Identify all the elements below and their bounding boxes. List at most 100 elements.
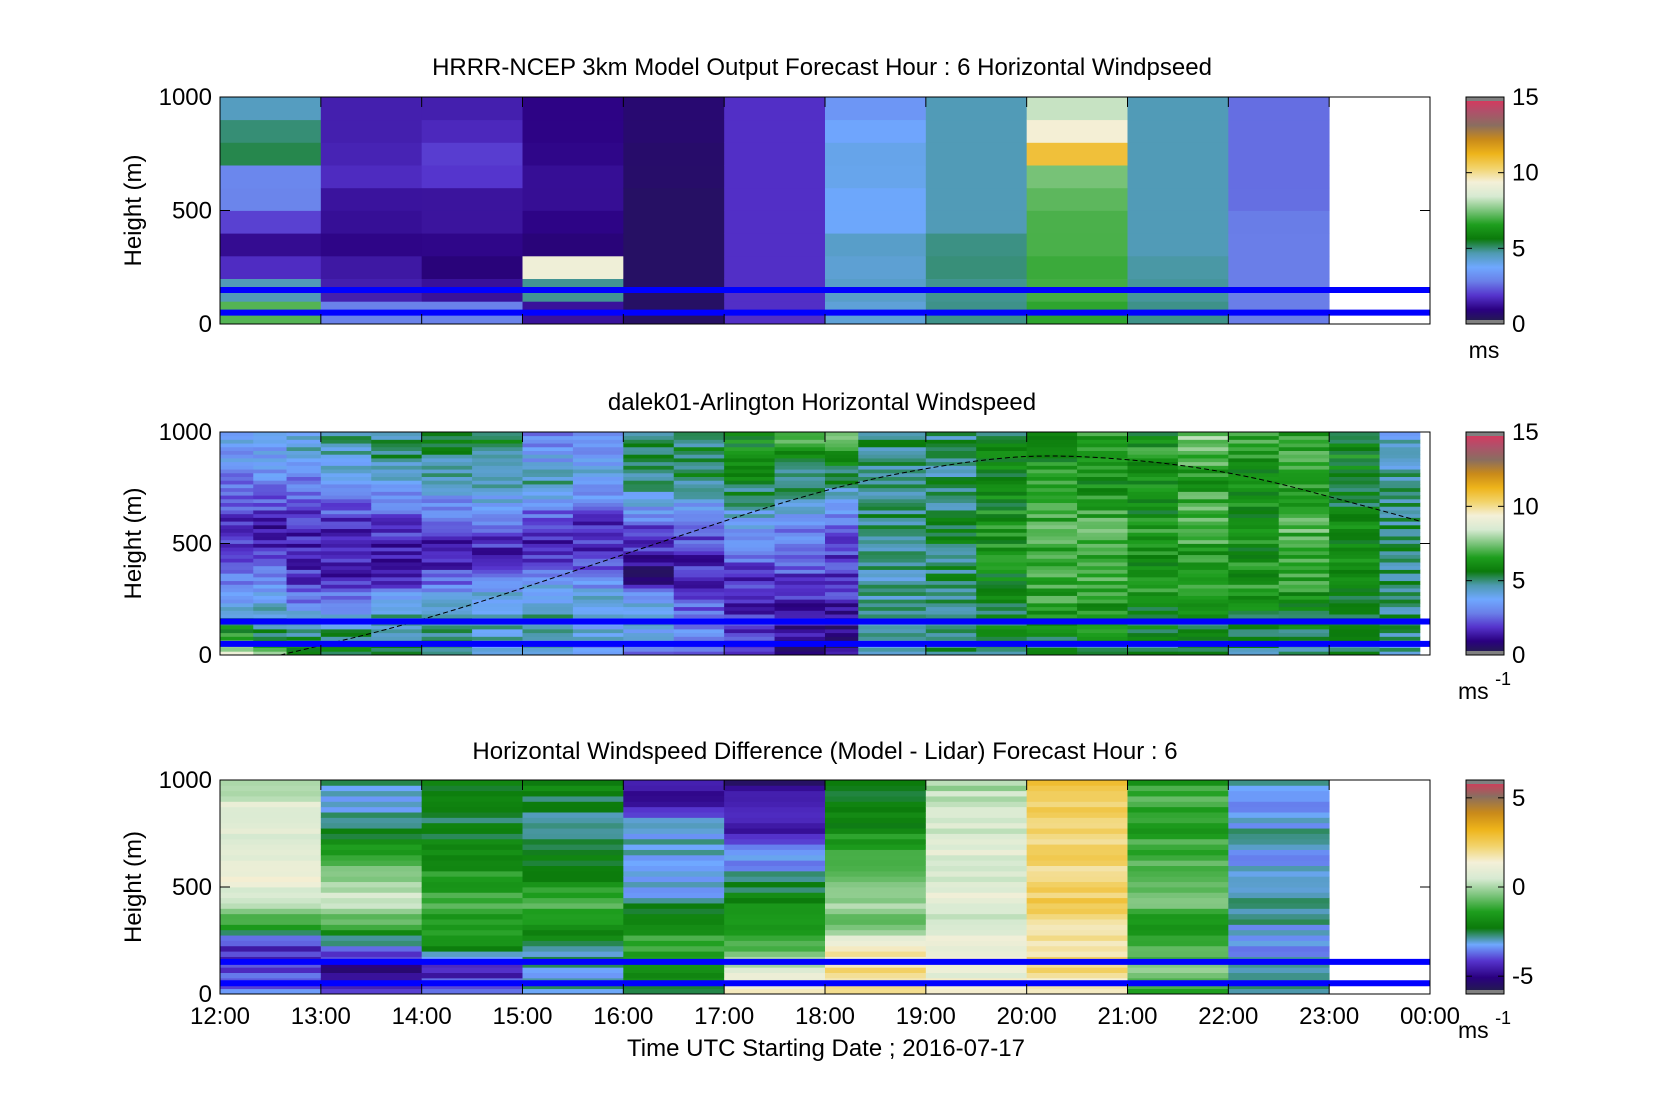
heatmap-cell <box>724 972 826 979</box>
heatmap-cell <box>1228 945 1330 952</box>
heatmap-cell <box>1278 465 1330 470</box>
x-tick-label: 12:00 <box>190 1003 250 1030</box>
heatmap-cell <box>320 465 372 470</box>
heatmap-cell <box>1077 487 1128 492</box>
heatmap-cell <box>1127 908 1229 915</box>
heatmap-cell <box>925 510 977 515</box>
heatmap-column <box>1026 432 1078 655</box>
heatmap-cell <box>925 790 1028 797</box>
heatmap-cell <box>724 833 826 840</box>
heatmap-cell <box>1127 565 1179 570</box>
heatmap-cell <box>623 897 725 904</box>
heatmap-cell <box>1177 435 1229 440</box>
heatmap-cell <box>421 142 523 166</box>
heatmap-cell <box>825 119 927 143</box>
heatmap-cell <box>1228 903 1330 909</box>
heatmap-cell <box>1177 602 1229 608</box>
heatmap-cell <box>421 854 523 861</box>
heatmap-cell <box>472 543 523 548</box>
heatmap-cell <box>673 569 725 574</box>
heatmap-cell <box>1278 573 1330 578</box>
heatmap-cell <box>925 935 1028 941</box>
heatmap-cell <box>220 908 322 915</box>
heatmap-cell <box>925 461 977 466</box>
heatmap-cell <box>724 580 775 585</box>
heatmap-cell <box>220 435 254 440</box>
heatmap-cell <box>1177 588 1229 593</box>
heatmap-cell <box>253 487 287 492</box>
heatmap-cell <box>1379 554 1421 559</box>
heatmap-cell <box>1228 476 1280 481</box>
heatmap-cell <box>976 450 1028 455</box>
heatmap-cell <box>1077 591 1128 596</box>
heatmap-cell <box>925 628 977 634</box>
heatmap-cell <box>825 606 859 611</box>
heatmap-cell <box>1026 510 1078 515</box>
heatmap-cell <box>1177 576 1229 582</box>
heatmap-cell <box>673 465 725 470</box>
heatmap-cell <box>371 524 423 530</box>
heatmap-cell <box>673 558 725 563</box>
heatmap-cell <box>522 913 624 920</box>
heatmap-cell <box>825 849 927 856</box>
heatmap-cell <box>724 897 826 904</box>
heatmap-cell <box>774 569 826 574</box>
heatmap-cell <box>320 233 423 257</box>
heatmap-cell <box>925 602 977 608</box>
heatmap-cell <box>522 790 624 797</box>
heatmap-cell <box>925 480 977 485</box>
heatmap-cell <box>286 476 322 481</box>
heatmap-cell <box>1228 919 1330 925</box>
heatmap-cell <box>1379 614 1421 619</box>
heatmap-cell <box>1379 532 1421 537</box>
heatmap-cell <box>1026 119 1128 143</box>
heatmap-cell <box>1177 547 1229 552</box>
heatmap-cell <box>774 461 826 466</box>
heatmap-cell <box>1228 539 1280 544</box>
colorbar-cap <box>1466 97 1504 101</box>
heatmap-cell <box>1127 812 1229 818</box>
heatmap-cell <box>825 524 859 530</box>
panel-difference-colorbar-units-exp: -1 <box>1495 1008 1511 1028</box>
heatmap-cell <box>1077 562 1128 567</box>
heatmap-cell <box>1127 887 1229 893</box>
heatmap-cell <box>925 513 977 518</box>
heatmap-cell <box>925 822 1028 829</box>
heatmap-cell <box>623 870 725 877</box>
heatmap-cell <box>623 967 725 973</box>
heatmap-cell <box>220 822 322 829</box>
heatmap-cell <box>1379 539 1421 544</box>
heatmap-cell <box>286 595 322 600</box>
heatmap-cell <box>673 539 725 544</box>
heatmap-cell <box>1026 513 1078 518</box>
heatmap-cell <box>1177 562 1229 567</box>
heatmap-cell <box>220 487 254 492</box>
heatmap-cell <box>1228 628 1280 634</box>
heatmap-cell <box>1077 558 1128 563</box>
heatmap-cell <box>724 469 775 474</box>
heatmap-cell <box>1278 558 1330 563</box>
heatmap-cell <box>220 506 254 511</box>
heatmap-cell <box>774 632 826 637</box>
heatmap-cell <box>522 908 624 915</box>
heatmap-cell <box>421 651 473 655</box>
heatmap-cell <box>1278 610 1330 615</box>
heatmap-cell <box>976 484 1028 489</box>
colorbar-frame <box>1465 96 1505 325</box>
heatmap-cell <box>1177 628 1229 634</box>
heatmap-cell <box>623 591 675 596</box>
heatmap-cell <box>774 521 826 526</box>
heatmap-cell <box>623 988 725 994</box>
heatmap-cell <box>1177 521 1229 526</box>
heatmap-cell <box>1329 536 1380 541</box>
heatmap-cell <box>1177 469 1229 474</box>
colorbar-tick-label: 5 <box>1512 785 1525 812</box>
heatmap-cell <box>623 935 725 941</box>
heatmap-cell <box>825 812 927 818</box>
heatmap-cell <box>286 584 322 589</box>
heatmap-cell <box>858 480 927 485</box>
heatmap-cell <box>572 647 624 652</box>
heatmap-cell <box>1127 465 1179 470</box>
